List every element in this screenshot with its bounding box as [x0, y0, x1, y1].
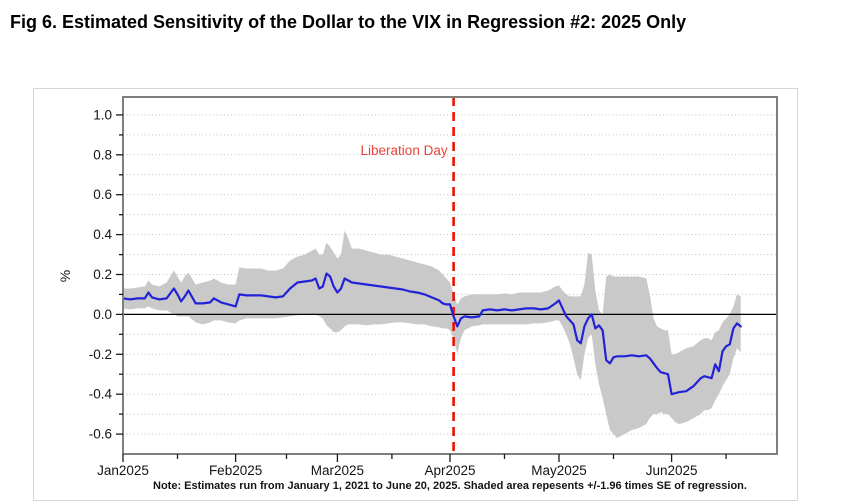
x-tick-label: Mar2025 — [311, 463, 364, 478]
x-tick-label: Jun2025 — [646, 463, 698, 478]
y-tick-label: 1.0 — [93, 107, 112, 122]
x-tick-label: May2025 — [531, 463, 587, 478]
y-tick-label: -0.2 — [89, 347, 112, 362]
x-tick-label: Jan2025 — [97, 463, 149, 478]
y-tick-label: 0.0 — [93, 307, 112, 322]
liberation-day-label: Liberation Day — [361, 143, 448, 158]
y-tick-label: 0.4 — [93, 227, 112, 242]
x-tick-label: Feb2025 — [209, 463, 262, 478]
x-tick-label: Apr2025 — [424, 463, 475, 478]
confidence-band — [123, 230, 741, 438]
y-tick-label: 0.8 — [93, 147, 112, 162]
y-tick-label: -0.4 — [89, 387, 113, 402]
x-axis-layer: Jan2025 Feb2025 Mar2025 Apr2025 May2025 Jun20… — [97, 454, 727, 478]
y-tick-label: 0.6 — [93, 187, 112, 202]
y-axis-title: % — [57, 270, 73, 282]
y-axis-layer: 1.0 0.8 0.6 0.4 0.2 0.0 -0.2 -0.4 -0.6 — [89, 107, 123, 442]
figure-title: Fig 6. Estimated Sensitivity of the Doll… — [10, 12, 687, 32]
chart-note: Note: Estimates run from January 1, 2021… — [153, 480, 747, 492]
y-tick-label: -0.6 — [89, 427, 112, 442]
estimate-line — [121, 272, 742, 396]
y-tick-label: 0.2 — [93, 267, 112, 282]
